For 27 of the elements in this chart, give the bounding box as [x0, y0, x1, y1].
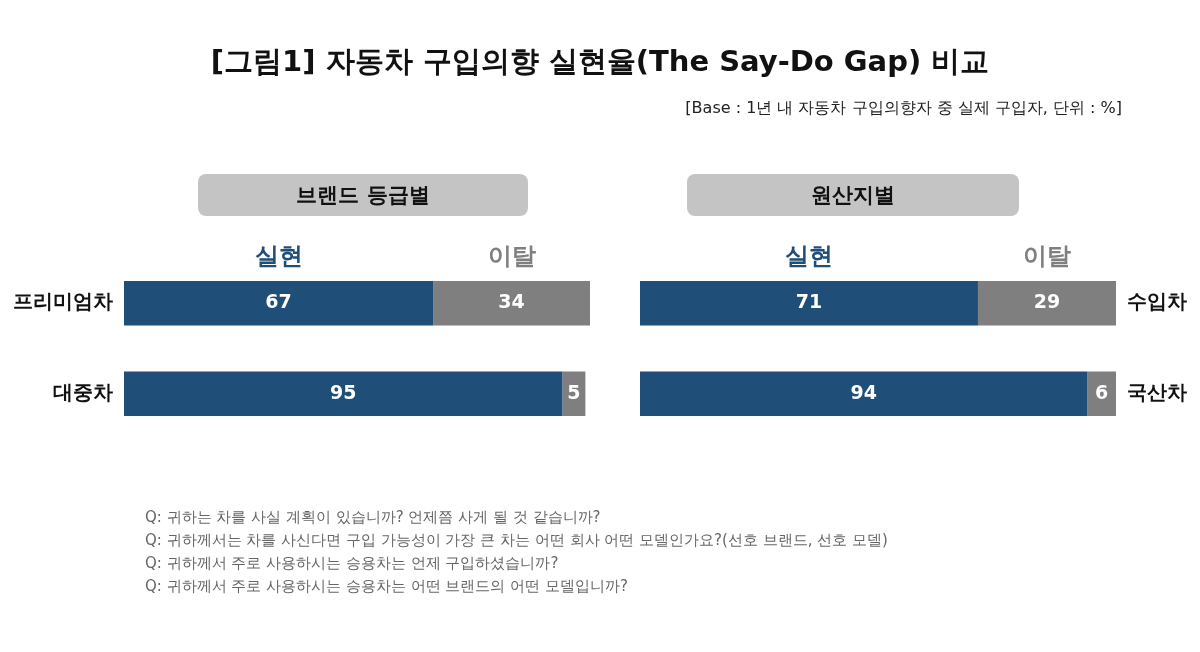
- chart-title: 브랜드 등급별: [198, 174, 528, 216]
- text: Q: 귀하께서 주로 사용하시는 승용차는 어떤 브랜드의 어떤 모델입니까?: [145, 576, 629, 597]
- text: [그림1] 자동차 구입의향 실현율(The Say-Do Gap) 비교: [209, 43, 991, 80]
- data-label: 6: [1095, 380, 1109, 403]
- data-label: 71: [795, 290, 823, 313]
- y-tick-label: 프리미엄차: [13, 289, 113, 314]
- data-label: 94: [850, 380, 877, 403]
- y-tick-label: 국산차: [1127, 379, 1187, 404]
- y-tick-label: 대중차: [53, 379, 113, 404]
- bar: [433, 281, 590, 326]
- y-tick-label: 수입차: [1127, 289, 1187, 314]
- series-label: 이탈: [1022, 242, 1071, 271]
- series-label: 실현: [254, 242, 303, 271]
- text: Q: 귀하는 차를 사실 계획이 있습니까? 언제쯤 사게 될 것 같습니까?: [145, 507, 602, 528]
- data-label: 29: [1033, 290, 1061, 313]
- bar: [124, 371, 563, 416]
- series-label: 실현: [784, 242, 833, 271]
- data-label: 5: [567, 380, 581, 403]
- data-label: 95: [329, 380, 357, 403]
- chart-title: 원산지별: [687, 174, 1019, 216]
- data-label: 34: [498, 290, 525, 313]
- text: [Base : 1년 내 자동차 구입의향자 중 실제 구입자, 단위 : %]: [685, 98, 1122, 119]
- series-label: 이탈: [487, 242, 536, 271]
- text: Q: 귀하께서는 차를 사신다면 구입 가능성이 가장 큰 차는 어떤 회사 어떤 모델인가요?(선호 브랜드, 선호 모델): [145, 530, 888, 551]
- bar: [124, 281, 434, 326]
- text: Q: 귀하께서 주로 사용하시는 승용차는 언제 구입하셨습니까?: [145, 553, 560, 574]
- data-label: 67: [265, 290, 292, 313]
